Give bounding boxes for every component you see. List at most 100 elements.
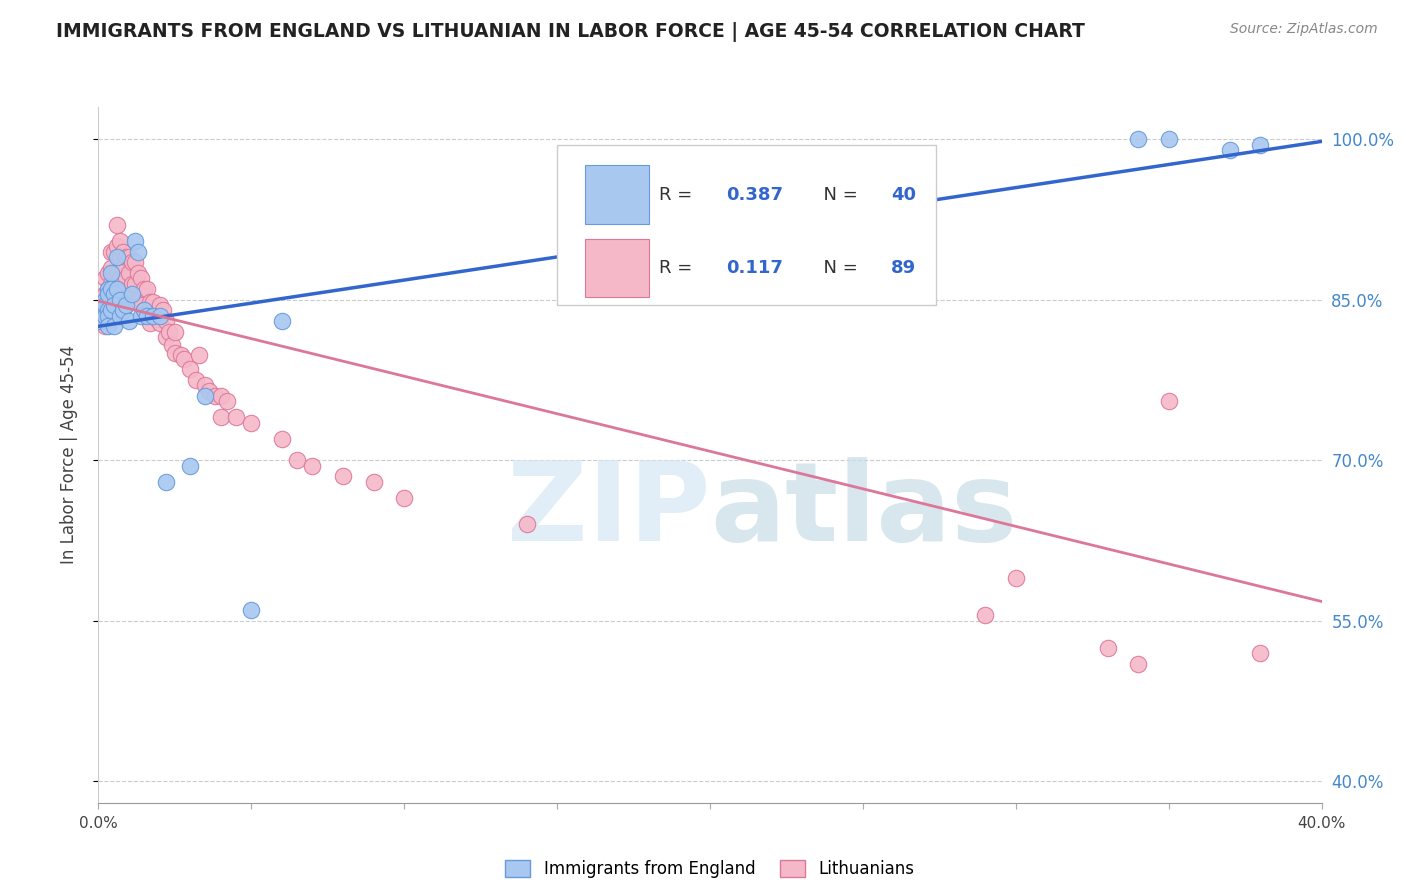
Point xyxy=(285,453,308,467)
Point xyxy=(332,469,354,483)
Point xyxy=(111,260,134,275)
Point xyxy=(121,277,143,291)
Point xyxy=(115,271,138,285)
Text: ZIP: ZIP xyxy=(506,457,710,564)
Point xyxy=(115,250,138,264)
Point xyxy=(108,271,131,285)
Point xyxy=(90,293,112,307)
Point xyxy=(149,309,172,323)
Point xyxy=(124,255,146,269)
Point xyxy=(105,239,128,253)
Point xyxy=(118,314,141,328)
Point xyxy=(1097,640,1119,655)
Point xyxy=(105,250,128,264)
Point xyxy=(93,287,115,301)
Point xyxy=(699,277,721,291)
Point xyxy=(97,319,120,334)
Point xyxy=(105,282,128,296)
Point xyxy=(124,277,146,291)
Point xyxy=(129,309,152,323)
Point xyxy=(163,325,186,339)
Point xyxy=(111,244,134,259)
Point xyxy=(209,410,232,425)
Point xyxy=(392,491,416,505)
Point xyxy=(115,298,138,312)
Text: 0.117: 0.117 xyxy=(725,260,783,277)
Point xyxy=(97,266,120,280)
Point xyxy=(155,314,177,328)
Point xyxy=(240,416,263,430)
Point xyxy=(301,458,323,473)
Point xyxy=(974,608,997,623)
Point xyxy=(136,305,159,319)
Point xyxy=(105,266,128,280)
Point xyxy=(149,298,172,312)
Point xyxy=(90,303,112,318)
Point xyxy=(97,293,120,307)
Point xyxy=(111,303,134,318)
Point xyxy=(100,244,122,259)
Point xyxy=(209,389,232,403)
Point xyxy=(179,362,201,376)
Point xyxy=(155,475,177,489)
Point xyxy=(139,294,162,309)
Point xyxy=(100,277,122,291)
Point xyxy=(163,346,186,360)
Point xyxy=(160,337,183,351)
Text: R =: R = xyxy=(658,260,697,277)
Point xyxy=(93,271,115,285)
Point xyxy=(111,282,134,296)
Legend: Immigrants from England, Lithuanians: Immigrants from England, Lithuanians xyxy=(499,854,921,885)
Point xyxy=(139,316,162,330)
Text: N =: N = xyxy=(811,260,863,277)
Point xyxy=(108,309,131,323)
Point xyxy=(93,298,115,312)
Point xyxy=(97,282,120,296)
FancyBboxPatch shape xyxy=(585,239,650,297)
Point xyxy=(100,266,122,280)
Text: atlas: atlas xyxy=(710,457,1018,564)
Point xyxy=(103,266,125,280)
Point xyxy=(194,378,217,392)
Point xyxy=(188,348,211,362)
Point xyxy=(93,298,115,312)
Point xyxy=(97,303,120,318)
Point xyxy=(97,287,120,301)
Text: N =: N = xyxy=(811,186,863,203)
Point xyxy=(173,351,195,366)
Point xyxy=(97,303,120,318)
Point xyxy=(145,312,167,326)
Point xyxy=(225,410,247,425)
Point xyxy=(155,330,177,344)
Point xyxy=(97,309,120,323)
Point xyxy=(100,260,122,275)
Point xyxy=(93,293,115,307)
Point xyxy=(103,298,125,312)
Point xyxy=(179,458,201,473)
Point xyxy=(93,319,115,334)
Text: 89: 89 xyxy=(891,260,917,277)
Point xyxy=(759,250,782,264)
Point xyxy=(97,282,120,296)
FancyBboxPatch shape xyxy=(585,166,650,224)
Text: 0.387: 0.387 xyxy=(725,186,783,203)
Point xyxy=(105,218,128,232)
Point xyxy=(90,303,112,318)
Point xyxy=(129,298,152,312)
Point xyxy=(108,293,131,307)
Point xyxy=(93,309,115,323)
Point xyxy=(1128,132,1150,146)
Text: 40: 40 xyxy=(891,186,917,203)
Point xyxy=(730,260,752,275)
Point xyxy=(516,517,538,532)
Point xyxy=(1249,137,1271,152)
Point xyxy=(790,239,813,253)
Point xyxy=(118,266,141,280)
Point xyxy=(197,384,219,398)
Point xyxy=(93,309,115,323)
Text: R =: R = xyxy=(658,186,697,203)
Point xyxy=(240,603,263,617)
Point xyxy=(103,319,125,334)
Point xyxy=(127,266,149,280)
Point xyxy=(270,432,292,446)
